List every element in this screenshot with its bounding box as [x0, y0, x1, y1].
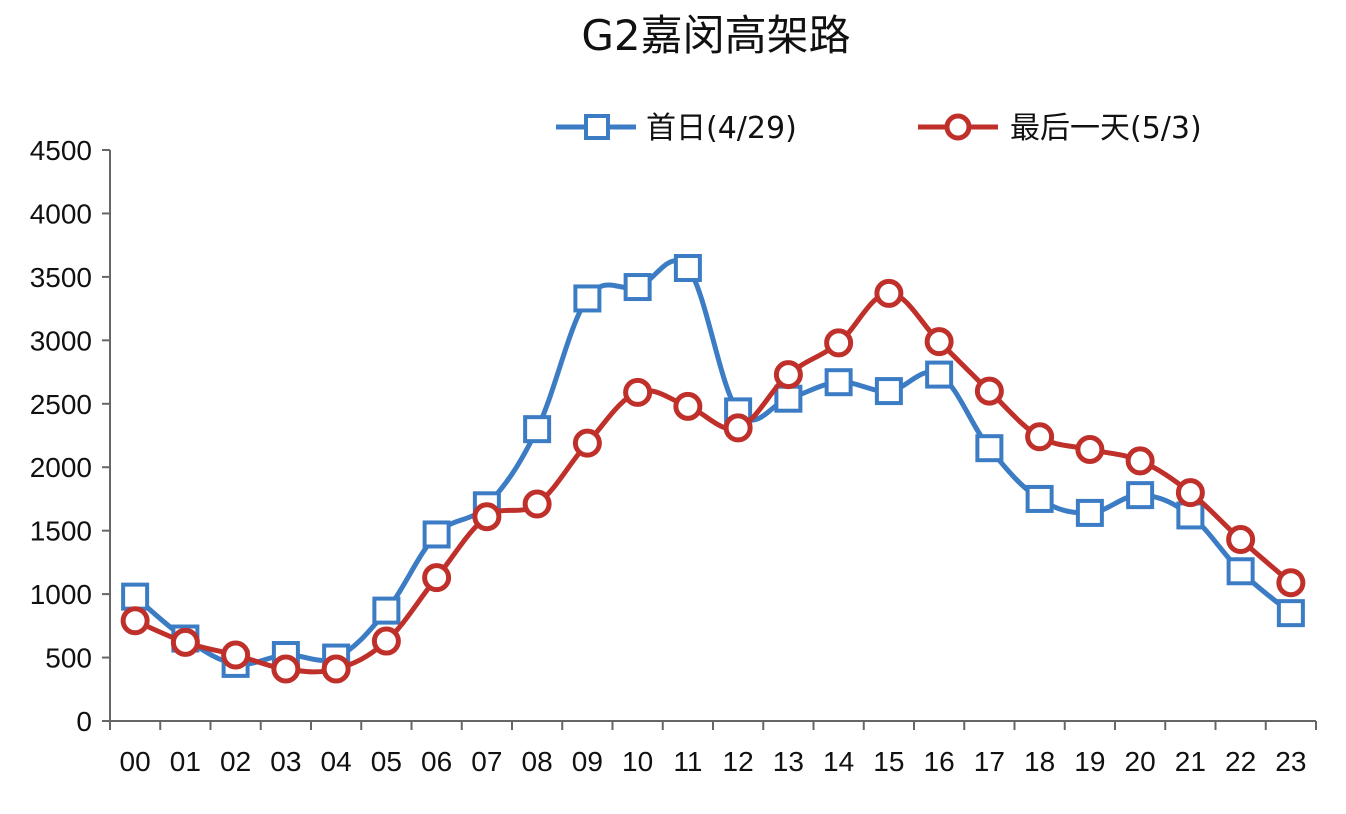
- x-tick-label: 12: [723, 746, 754, 777]
- data-point-circle: [1125, 446, 1155, 476]
- x-tick-label: 01: [170, 746, 201, 777]
- data-point-circle: [170, 627, 200, 657]
- data-point-circle: [221, 640, 251, 670]
- data-point-square: [1176, 501, 1205, 530]
- data-point-circle: [522, 489, 552, 519]
- series-layer: [120, 254, 1306, 684]
- legend-marker-first-day: [584, 114, 610, 140]
- y-tick-label: 3500: [30, 262, 92, 293]
- data-point-square: [774, 384, 803, 413]
- chart-title: G2嘉闵高架路: [581, 11, 850, 60]
- data-point-circle: [874, 278, 904, 308]
- data-point-square: [422, 520, 451, 549]
- series-last-day: [120, 278, 1306, 684]
- data-point-circle: [321, 654, 351, 684]
- x-tick-label: 17: [974, 746, 1005, 777]
- series-line: [133, 258, 1293, 667]
- data-point-square: [1276, 599, 1305, 628]
- data-point-square: [523, 415, 552, 444]
- data-point-circle: [974, 376, 1004, 406]
- x-tick-label: 13: [773, 746, 804, 777]
- x-tick-label: 16: [924, 746, 955, 777]
- data-point-square: [975, 434, 1004, 463]
- series-first-day: [121, 254, 1305, 678]
- x-tick-label: 06: [421, 746, 452, 777]
- x-tick-label: 09: [572, 746, 603, 777]
- data-point-square: [824, 368, 853, 397]
- x-tick-label: 20: [1125, 746, 1156, 777]
- y-tick-label: 4500: [30, 135, 92, 166]
- data-point-circle: [824, 328, 854, 358]
- data-point-circle: [673, 391, 703, 421]
- y-tick-label: 1000: [30, 579, 92, 610]
- series-line: [134, 290, 1293, 675]
- x-tick-label: 05: [371, 746, 402, 777]
- data-point-square: [121, 582, 150, 611]
- data-point-circle: [723, 413, 753, 443]
- y-tick-label: 500: [45, 643, 92, 674]
- data-point-circle: [1025, 422, 1055, 452]
- data-point-square: [1226, 557, 1255, 586]
- data-point-circle: [120, 606, 150, 636]
- x-tick-label: 11: [673, 746, 702, 777]
- axes: 0 500 1000 1500 2000 2500 3000 3500 4000 4500 00 01…: [30, 135, 1317, 777]
- data-point-circle: [572, 428, 602, 458]
- data-point-circle: [1175, 478, 1205, 508]
- data-point-square: [1126, 481, 1155, 510]
- data-point-circle: [773, 360, 803, 390]
- x-tick-label: 14: [823, 746, 854, 777]
- x-tick-label: 08: [522, 746, 553, 777]
- legend-label-first-day: 首日(4/29): [646, 111, 797, 146]
- data-point-circle: [472, 502, 502, 532]
- legend-marker-last-day: [944, 113, 972, 141]
- x-tick-label: 10: [622, 746, 653, 777]
- y-tick-label: 4000: [30, 198, 92, 229]
- data-point-square: [1075, 498, 1104, 527]
- x-tick-label: 02: [220, 746, 251, 777]
- y-tick-label: 3000: [30, 325, 92, 356]
- x-tick-label: 07: [471, 746, 502, 777]
- x-tick-label: 23: [1275, 746, 1306, 777]
- data-point-circle: [924, 327, 954, 357]
- legend-label-last-day: 最后一天(5/3): [1010, 111, 1202, 146]
- data-point-square: [573, 284, 602, 313]
- data-point-circle: [371, 626, 401, 656]
- data-point-circle: [271, 654, 301, 684]
- data-point-circle: [1226, 525, 1256, 555]
- data-point-square: [925, 360, 954, 389]
- x-tick-label: 18: [1024, 746, 1055, 777]
- x-tick-label: 22: [1225, 746, 1256, 777]
- data-point-square: [1025, 484, 1054, 513]
- x-tick-label: 04: [321, 746, 352, 777]
- x-tick-label: 15: [873, 746, 904, 777]
- data-point-circle: [623, 377, 653, 407]
- y-tick-label: 2500: [30, 389, 92, 420]
- legend: 首日(4/29) 最后一天(5/3): [556, 111, 1202, 146]
- data-point-circle: [1075, 434, 1105, 464]
- y-tick-label: 0: [76, 706, 92, 737]
- data-point-square: [874, 377, 903, 406]
- x-tick-label: 19: [1074, 746, 1105, 777]
- y-tick-label: 1500: [30, 516, 92, 547]
- data-point-square: [623, 273, 652, 302]
- x-tick-label: 21: [1175, 746, 1206, 777]
- data-point-circle: [422, 563, 452, 593]
- y-tick-label: 2000: [30, 452, 92, 483]
- data-point-circle: [1276, 568, 1306, 598]
- data-point-square: [372, 596, 401, 625]
- x-tick-label: 00: [120, 746, 151, 777]
- x-tick-label: 03: [270, 746, 301, 777]
- data-point-square: [673, 254, 702, 283]
